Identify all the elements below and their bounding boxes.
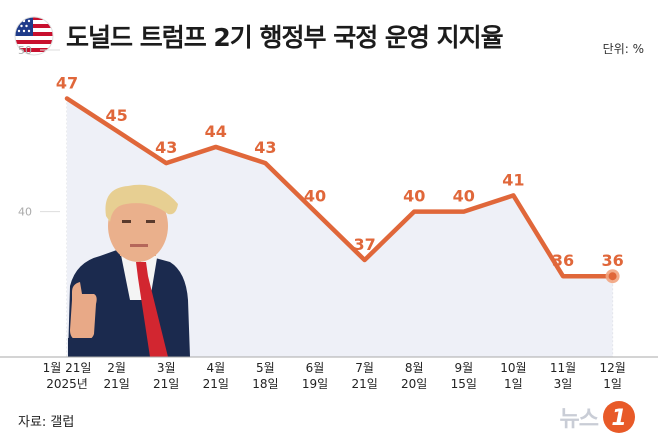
data-label: 36 [552,251,574,270]
line-chart: 40 50 47 45 43 44 43 40 37 40 40 41 36 36 1월 21일 2025… [0,44,658,391]
us-flag-icon [14,16,54,56]
svg-text:1: 1 [611,406,626,431]
y-tick-label: 50 [18,44,32,57]
news1-logo-mark-icon: 1 [603,401,635,433]
y-tick-label: 40 [18,206,32,219]
data-labels: 47 45 43 44 43 40 37 40 40 41 36 36 [56,73,624,270]
data-label: 37 [353,235,375,254]
data-point-core [608,272,617,281]
x-tick-label: 6월 19일 [302,361,328,391]
x-tick-label: 3월 21일 [153,361,179,391]
x-tick-label: 10월 1일 [500,361,526,391]
data-label: 40 [403,187,425,206]
logo-text: 뉴스 [559,407,599,432]
x-tick-label: 5월 18일 [252,361,278,391]
trump-thumbs-up-photo [68,184,190,357]
data-label: 41 [502,170,524,189]
x-tick-label: 1월 21일 2025년 [43,361,92,391]
x-tick-label: 2월 21일 [103,361,129,391]
data-label: 44 [205,122,227,141]
x-tick-label: 12월 1일 [599,361,625,391]
data-label: 47 [56,73,78,92]
x-tick-label: 4월 21일 [203,361,229,391]
unit-label: 단위: % [602,42,644,56]
y-tick-labels: 40 50 [18,44,60,219]
title-row: 도널드 트럼프 2기 행정부 국정 운영 지지율 [14,14,504,58]
x-tick-label: 8월 20일 [401,361,427,391]
x-tick-labels: 1월 21일 2025년 2월 21일 3월 21일 4월 21일 5월 18일 6월 19일 7월 21… [43,361,626,391]
news1-logo: 뉴스 1 [560,400,636,434]
x-tick-label: 11월 3일 [550,361,576,391]
area-fill [67,98,613,357]
x-tick-label: 9월 15일 [451,361,477,391]
series-line [64,96,615,279]
data-label: 45 [105,106,127,125]
data-label: 40 [453,187,475,206]
data-label: 43 [155,138,177,157]
data-label: 43 [254,138,276,157]
x-tick-label: 7월 21일 [351,361,377,391]
chart-title: 도널드 트럼프 2기 행정부 국정 운영 지지율 [66,23,504,52]
data-label: 40 [304,187,326,206]
source-note: 자료: 갤럽 [18,415,75,430]
data-label: 36 [601,251,623,270]
